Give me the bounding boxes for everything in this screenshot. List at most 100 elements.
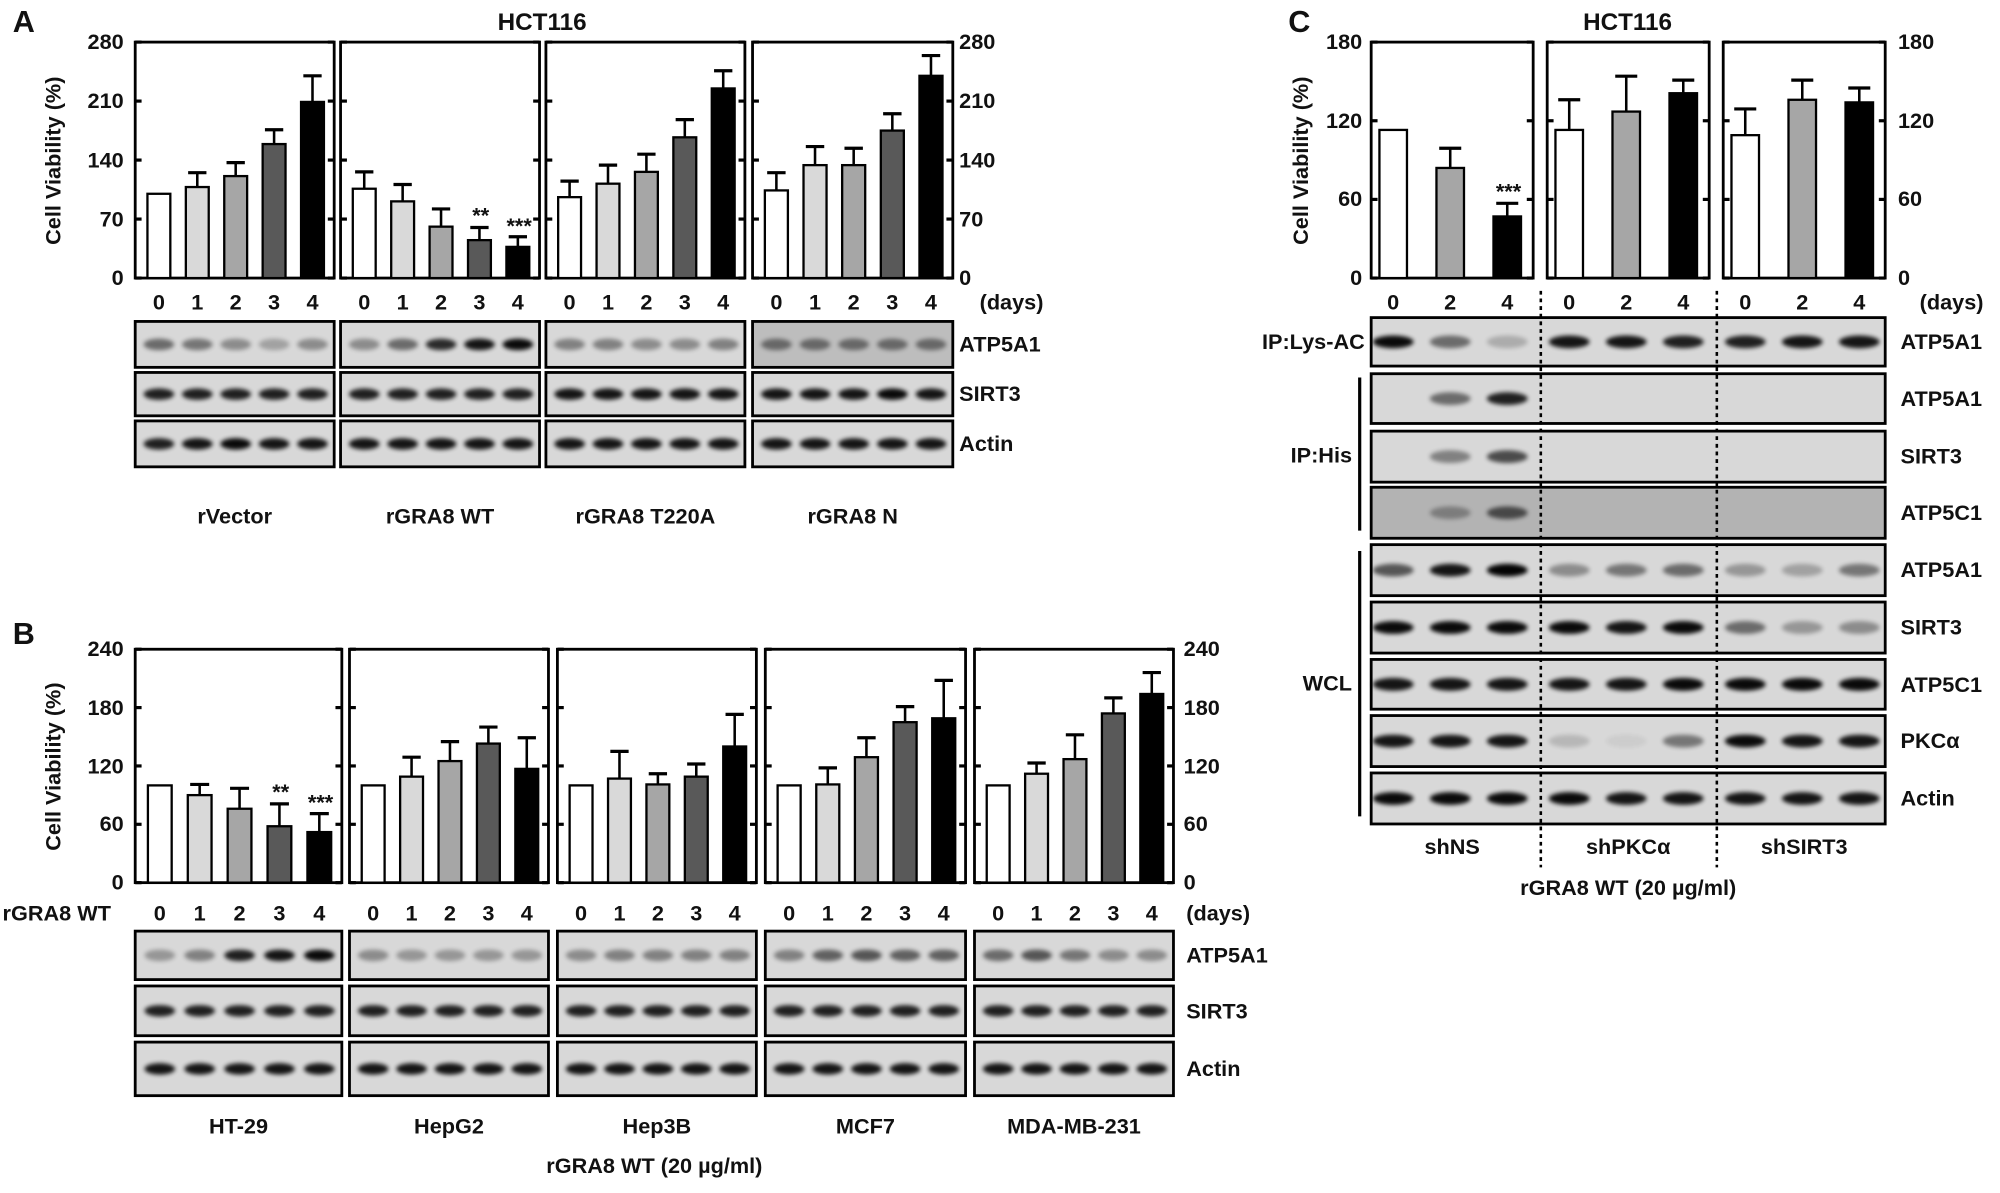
western-blot-sirt3 xyxy=(1369,600,1887,655)
blot-band xyxy=(1781,335,1823,349)
blot-band xyxy=(1548,335,1590,349)
x-tick-label: 0 xyxy=(367,901,380,926)
western-blot-sirt3 xyxy=(973,984,1175,1038)
western-blot-atp5a1 xyxy=(751,320,955,369)
blot-band xyxy=(434,1063,466,1075)
blot-band xyxy=(1724,563,1766,577)
x-tick-label: 1 xyxy=(191,290,204,315)
western-blot-pkcα xyxy=(1369,714,1887,768)
blot-label: Actin xyxy=(959,431,1014,456)
blot-band xyxy=(1548,621,1590,634)
y-tick-label-right: 0 xyxy=(959,265,972,291)
western-blot-atp5a1 xyxy=(133,929,344,981)
bar xyxy=(1023,772,1050,884)
bar xyxy=(710,87,736,280)
x-tick-label: 0 xyxy=(770,290,783,315)
x-unit-label: (days) xyxy=(1186,901,1251,926)
blot-label: ATP5A1 xyxy=(959,332,1041,357)
blot-band xyxy=(473,1005,504,1017)
blot-band xyxy=(220,388,251,400)
bar xyxy=(568,784,594,884)
blot-band xyxy=(220,338,251,351)
blot-band xyxy=(297,388,328,400)
blot-band xyxy=(1486,734,1528,748)
x-tick-label: 4 xyxy=(1677,290,1690,315)
x-tick-label: 3 xyxy=(886,290,899,315)
blot-band xyxy=(773,1063,805,1075)
y-tick-label-right: 60 xyxy=(1897,187,1923,212)
x-tick-label: 4 xyxy=(1501,290,1514,315)
bar xyxy=(390,200,416,280)
y-tick-label-left: 0 xyxy=(111,870,124,895)
bar xyxy=(918,74,944,280)
blot-band xyxy=(1372,563,1414,577)
x-tick-label: 2 xyxy=(434,290,448,315)
x-tick-label: 4 xyxy=(924,290,938,315)
western-blot-actin xyxy=(751,419,955,469)
bar xyxy=(606,777,633,884)
y-tick-label-left: 280 xyxy=(87,29,124,55)
blot-band xyxy=(982,1063,1014,1075)
x-tick-label: 0 xyxy=(153,901,166,926)
blot-band xyxy=(915,388,947,400)
western-blot-atp5a1 xyxy=(1369,316,1887,368)
blot-band xyxy=(224,1063,255,1075)
bar xyxy=(306,830,333,884)
x-tick-label: 3 xyxy=(678,290,691,315)
blot-band xyxy=(631,338,662,351)
x-tick-label: 2 xyxy=(1796,290,1809,315)
x-tick-label: 2 xyxy=(229,290,242,315)
blot-band xyxy=(502,438,534,450)
blot-band xyxy=(915,438,947,450)
x-tick-label: 0 xyxy=(992,901,1005,926)
blot-band xyxy=(387,438,418,450)
blot-band xyxy=(1605,677,1647,691)
blot-band xyxy=(1548,677,1590,691)
bar xyxy=(595,182,621,280)
blot-band xyxy=(1372,734,1414,748)
group-label: rGRA8 N xyxy=(807,504,898,529)
blot-label: SIRT3 xyxy=(1900,444,1962,469)
chart-subplot-shns xyxy=(1369,40,1535,280)
blot-band xyxy=(565,1005,597,1017)
x-tick-label: 4 xyxy=(306,290,319,315)
blot-band xyxy=(669,338,701,351)
bar xyxy=(557,196,583,280)
x-tick-label: 4 xyxy=(313,901,326,926)
blot-band xyxy=(1429,392,1471,405)
blot-band xyxy=(1059,949,1091,962)
x-tick-label: 1 xyxy=(613,901,626,926)
blot-band xyxy=(1059,1005,1091,1017)
bar xyxy=(931,717,957,884)
bar xyxy=(841,163,867,280)
western-blot-actin xyxy=(348,1040,550,1098)
chart-subplot-mda-mb-231 xyxy=(973,647,1175,885)
x-tick-label: 0 xyxy=(1739,290,1752,315)
western-blot-actin xyxy=(973,1040,1175,1098)
x-tick-label: 4 xyxy=(728,901,741,926)
blot-band xyxy=(1605,335,1647,349)
blot-band xyxy=(181,388,213,400)
panel-letter: A xyxy=(12,5,35,40)
western-blot-atp5a1 xyxy=(133,320,336,369)
chart-title: HCT116 xyxy=(1583,9,1673,37)
blot-band xyxy=(1605,563,1647,577)
significance-marker: *** xyxy=(506,213,532,238)
blot-band xyxy=(707,388,739,400)
blot-band xyxy=(604,1005,635,1017)
bar xyxy=(1730,134,1761,280)
x-tick-label: 1 xyxy=(396,290,409,315)
blot-band xyxy=(264,949,295,962)
western-blot-atp5a1 xyxy=(348,929,550,981)
chart-subplot-rgra8-wt xyxy=(339,40,541,280)
bar xyxy=(226,807,253,884)
blot-band xyxy=(1372,792,1414,805)
y-tick-label-left: 60 xyxy=(99,812,124,837)
blot-band xyxy=(877,338,908,351)
bar xyxy=(184,185,210,280)
blot-band xyxy=(1059,1063,1091,1075)
blot-band xyxy=(297,338,328,351)
blot-band xyxy=(565,949,597,962)
bar xyxy=(437,759,463,884)
